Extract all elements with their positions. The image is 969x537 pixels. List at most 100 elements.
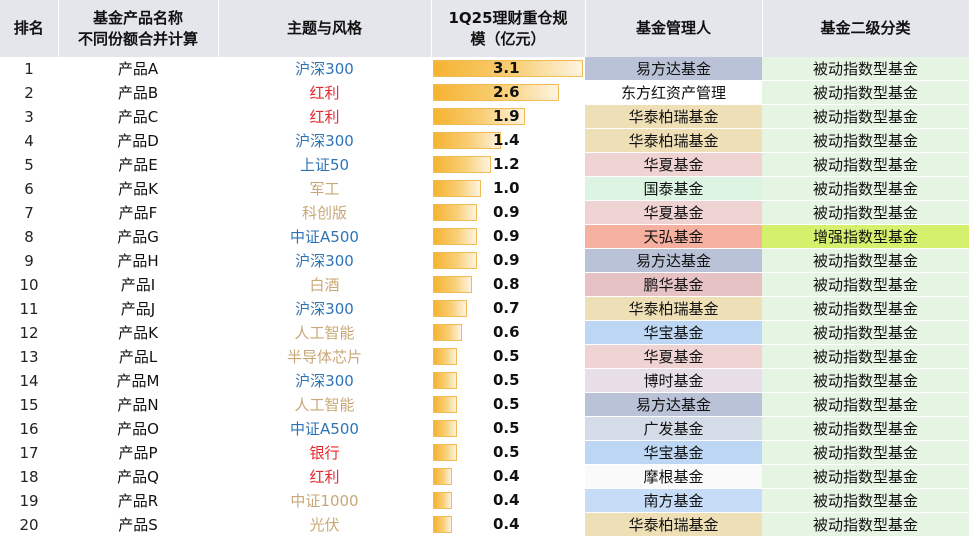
- classification-cell: 被动指数型基金: [762, 248, 969, 273]
- table-row: 18 产品Q 红利 0.4 摩根基金 被动指数型基金: [0, 464, 969, 489]
- scale-bar: [433, 251, 477, 269]
- theme-cell: 中证A500: [290, 228, 359, 246]
- rank-cell: 7: [24, 203, 34, 222]
- table-row: 13 产品L 半导体芯片 0.5 华夏基金 被动指数型基金: [0, 344, 969, 369]
- rank-cell: 16: [19, 419, 39, 438]
- rank-cell: 12: [19, 323, 39, 342]
- classification-cell: 被动指数型基金: [762, 416, 969, 441]
- scale-bar: [433, 155, 491, 173]
- manager-cell: 鹏华基金: [585, 272, 762, 297]
- scale-bar: [433, 107, 525, 125]
- rank-cell: 18: [19, 467, 39, 486]
- scale-cell: 0.9: [431, 201, 585, 225]
- scale-value: 3.1: [493, 59, 520, 77]
- table-row: 19 产品R 中证1000 0.4 南方基金 被动指数型基金: [0, 488, 969, 513]
- manager-cell: 华泰柏瑞基金: [585, 104, 762, 129]
- scale-value: 0.5: [493, 346, 520, 365]
- product-name-cell: 产品L: [118, 348, 158, 366]
- rank-cell: 5: [24, 155, 34, 174]
- scale-cell: 0.5: [431, 369, 585, 393]
- rank-cell: 15: [19, 395, 39, 414]
- scale-bar: [433, 491, 452, 509]
- scale-cell: 1.2: [431, 153, 585, 177]
- scale-value: 0.9: [493, 202, 520, 221]
- table-row: 9 产品H 沪深300 0.9 易方达基金 被动指数型基金: [0, 248, 969, 273]
- scale-bar: [433, 131, 501, 149]
- scale-cell: 0.7: [431, 297, 585, 321]
- scale-bar: [433, 371, 457, 389]
- manager-cell: 华泰柏瑞基金: [585, 128, 762, 153]
- product-name-cell: 产品A: [117, 60, 159, 79]
- classification-cell: 被动指数型基金: [762, 344, 969, 369]
- theme-cell: 军工: [309, 180, 340, 198]
- table-row: 5 产品E 上证50 1.2 华夏基金 被动指数型基金: [0, 152, 969, 177]
- header-product-line1: 基金产品名称: [92, 8, 183, 27]
- manager-cell: 广发基金: [585, 416, 762, 441]
- classification-cell: 被动指数型基金: [762, 512, 969, 537]
- product-name-cell: 产品N: [117, 396, 159, 414]
- product-name-cell: 产品G: [117, 228, 159, 246]
- theme-cell: 人工智能: [294, 396, 355, 414]
- scale-bar: [433, 347, 457, 365]
- header-scale-line1: 1Q25理财重仓规: [448, 8, 568, 27]
- rank-cell: 17: [19, 443, 39, 462]
- table-row: 3 产品C 红利 1.9 华泰柏瑞基金 被动指数型基金: [0, 104, 969, 129]
- classification-cell: 被动指数型基金: [762, 464, 969, 489]
- theme-cell: 红利: [309, 468, 340, 486]
- table-row: 1 产品A 沪深300 3.1 易方达基金 被动指数型基金: [0, 57, 969, 81]
- table-body: 1 产品A 沪深300 3.1 易方达基金 被动指数型基金 2 产品B 红利 2.6 东方红资产管理…: [0, 57, 969, 537]
- classification-cell: 被动指数型基金: [762, 176, 969, 201]
- scale-bar: [433, 203, 477, 221]
- table-row: 2 产品B 红利 2.6 东方红资产管理 被动指数型基金: [0, 80, 969, 105]
- scale-value: 2.6: [493, 82, 520, 101]
- header-classification: 基金二级分类: [762, 0, 969, 57]
- theme-cell: 上证50: [299, 156, 350, 174]
- manager-cell: 易方达基金: [585, 392, 762, 417]
- theme-cell: 沪深300: [295, 132, 354, 150]
- table-row: 4 产品D 沪深300 1.4 华泰柏瑞基金 被动指数型基金: [0, 128, 969, 153]
- manager-cell: 国泰基金: [585, 176, 762, 201]
- header-theme: 主题与风格: [218, 0, 432, 57]
- scale-bar: [433, 323, 462, 341]
- scale-bar: [433, 299, 467, 317]
- scale-value: 1.2: [493, 154, 520, 173]
- table-row: 16 产品O 中证A500 0.5 广发基金 被动指数型基金: [0, 416, 969, 441]
- scale-bar: [433, 467, 452, 485]
- classification-cell: 被动指数型基金: [762, 272, 969, 297]
- scale-cell: 0.4: [431, 513, 585, 537]
- product-name-cell: 产品P: [118, 444, 158, 462]
- header-scale: 1Q25理财重仓规 模（亿元）: [431, 0, 586, 57]
- rank-cell: 9: [24, 251, 34, 270]
- scale-value: 1.0: [493, 178, 520, 197]
- theme-cell: 中证1000: [290, 492, 359, 510]
- table-row: 7 产品F 科创版 0.9 华夏基金 被动指数型基金: [0, 200, 969, 225]
- classification-cell: 被动指数型基金: [762, 80, 969, 105]
- product-name-cell: 产品M: [116, 372, 160, 390]
- scale-value: 0.5: [493, 394, 520, 413]
- rank-cell: 3: [24, 107, 34, 126]
- theme-cell: 银行: [309, 444, 340, 462]
- theme-cell: 白酒: [309, 276, 340, 294]
- product-name-cell: 产品F: [118, 204, 158, 222]
- table-row: 12 产品K 人工智能 0.6 华宝基金 被动指数型基金: [0, 320, 969, 345]
- table-row: 10 产品I 白酒 0.8 鹏华基金 被动指数型基金: [0, 272, 969, 297]
- scale-cell: 1.4: [431, 129, 585, 153]
- scale-bar: [433, 275, 472, 293]
- scale-value: 0.7: [493, 298, 520, 317]
- manager-cell: 华宝基金: [585, 440, 762, 465]
- scale-bar: [433, 443, 457, 461]
- scale-bar: [433, 179, 481, 197]
- classification-cell: 被动指数型基金: [762, 152, 969, 177]
- theme-cell: 半导体芯片: [286, 348, 362, 366]
- rank-cell: 4: [24, 131, 34, 150]
- manager-cell: 华宝基金: [585, 320, 762, 345]
- scale-value: 1.4: [493, 130, 520, 149]
- theme-cell: 科创版: [301, 204, 347, 222]
- manager-cell: 天弘基金: [585, 224, 762, 249]
- scale-cell: 0.5: [431, 417, 585, 441]
- scale-cell: 0.4: [431, 489, 585, 513]
- product-name-cell: 产品K: [118, 180, 158, 198]
- theme-cell: 红利: [309, 84, 340, 102]
- scale-value: 0.4: [493, 514, 520, 533]
